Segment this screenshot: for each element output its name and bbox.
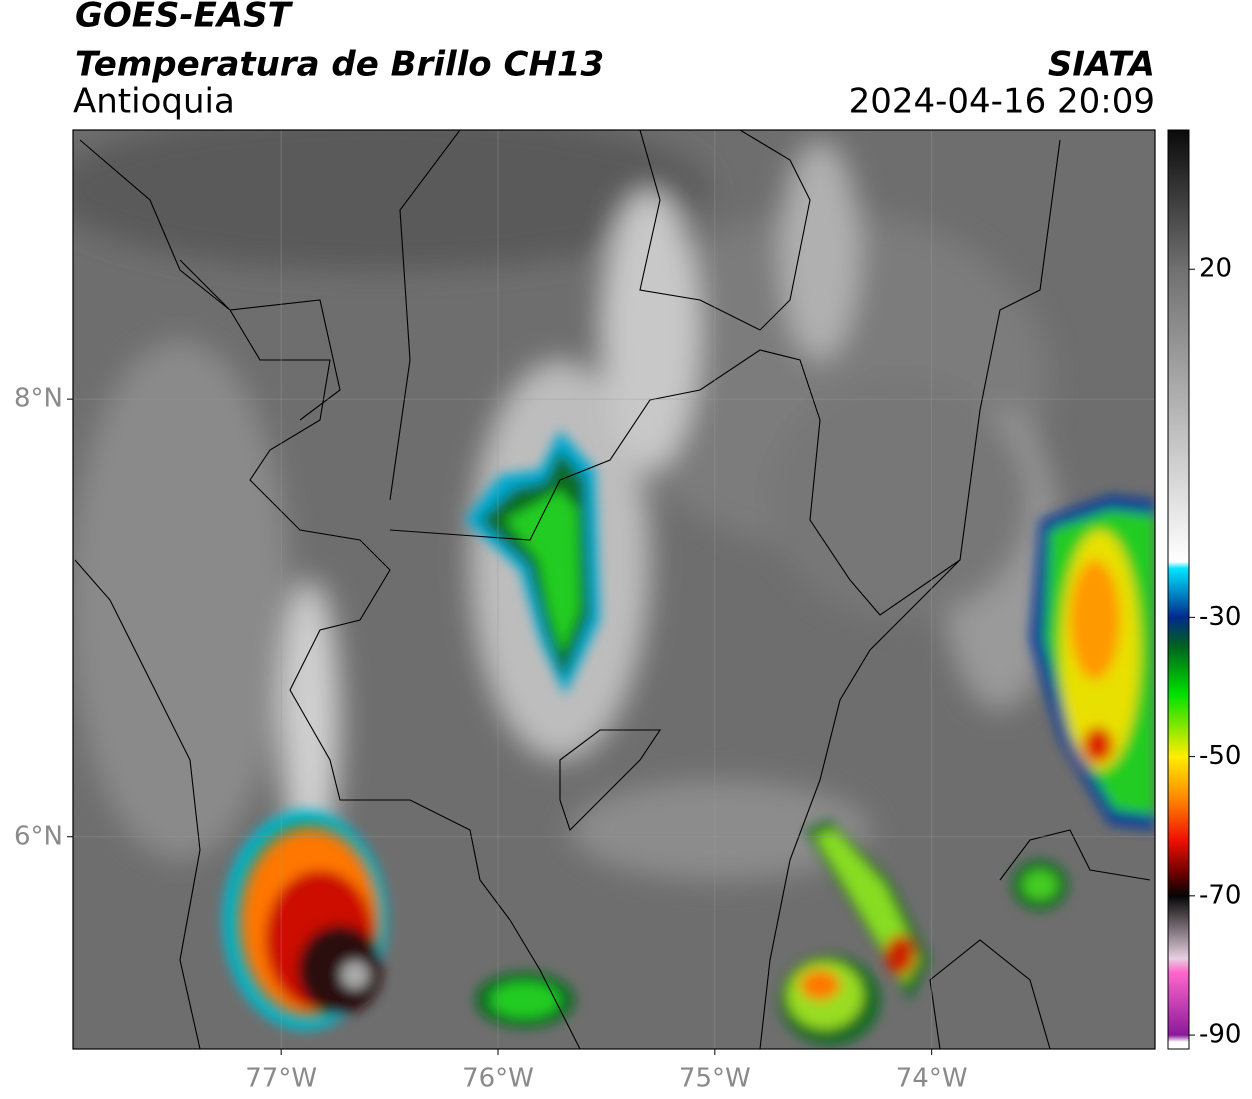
region: Antioquia	[73, 82, 235, 122]
x-tick-label: 76°W	[462, 1064, 534, 1094]
y-tick-label: 8°N	[14, 384, 63, 414]
colorbar-tick-label: -30	[1199, 602, 1241, 632]
x-tick-label: 77°W	[245, 1064, 317, 1094]
colorbar	[1167, 129, 1190, 1050]
convection-cells	[223, 430, 1155, 1045]
map-image	[73, 130, 1155, 1049]
colorbar-tick-label: 20	[1199, 254, 1232, 284]
cloud-texture	[73, 130, 1060, 880]
grid	[73, 130, 1155, 1049]
title: GOES-EAST	[75, 0, 294, 36]
source: SIATA	[1048, 45, 1155, 85]
datetime: 2024-04-16 20:09	[849, 82, 1155, 122]
x-tick-label: 74°W	[896, 1064, 968, 1094]
colorbar-tick-label: -90	[1199, 1020, 1241, 1050]
x-tick-label: 75°W	[679, 1064, 751, 1094]
colorbar-tick-label: -70	[1199, 880, 1241, 910]
y-tick-label: 6°N	[14, 821, 63, 851]
borders	[74, 130, 1151, 1049]
colorbar-tick-label: -50	[1199, 741, 1241, 771]
map-frame	[72, 129, 1156, 1050]
subtitle: Temperatura de Brillo CH13	[75, 45, 604, 85]
